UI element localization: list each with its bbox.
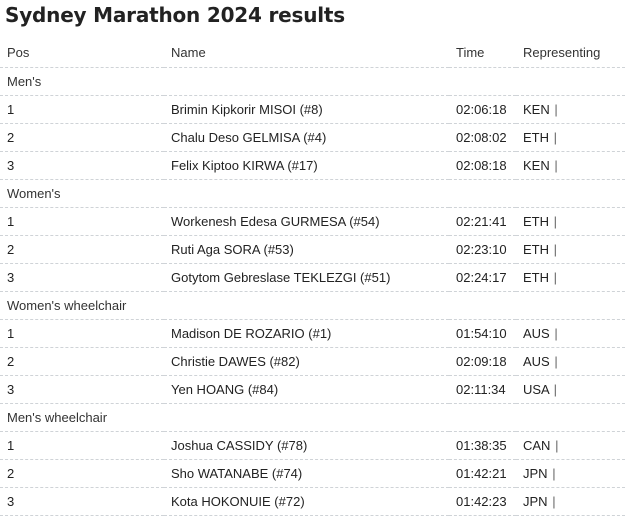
representing-cell: USA | bbox=[516, 375, 625, 404]
pos-cell: 3 bbox=[0, 375, 164, 404]
separator-text: | bbox=[555, 437, 559, 453]
table-row: 2 Chalu Deso GELMISA (#4) 02:08:02 ETH | bbox=[0, 123, 625, 152]
separator-text: | bbox=[553, 129, 558, 145]
time-cell: 02:21:41 bbox=[449, 207, 516, 236]
time-cell: 02:09:18 bbox=[449, 347, 516, 376]
country-code: ETH bbox=[523, 129, 549, 145]
representing-cell: AUS | bbox=[516, 319, 625, 348]
time-cell: 02:06:18 bbox=[449, 95, 516, 124]
section-label: Women's bbox=[0, 179, 625, 208]
pos-cell: 2 bbox=[0, 235, 164, 264]
separator-text: | bbox=[552, 493, 556, 509]
table-row: 3 Kota HOKONUIE (#72) 01:42:23 JPN | bbox=[0, 487, 625, 516]
name-cell: Chalu Deso GELMISA (#4) bbox=[164, 123, 449, 152]
separator-text: | bbox=[553, 381, 558, 397]
time-cell: 02:08:18 bbox=[449, 151, 516, 180]
pos-cell: 2 bbox=[0, 123, 164, 152]
pos-cell: 2 bbox=[0, 459, 164, 488]
name-cell: Joshua CASSIDY (#78) bbox=[164, 431, 449, 460]
country-code: ETH bbox=[523, 241, 549, 257]
table-row: 2 Christie DAWES (#82) 02:09:18 AUS | bbox=[0, 347, 625, 376]
representing-cell: JPN | bbox=[516, 459, 625, 488]
representing-cell: CAN | bbox=[516, 431, 625, 460]
country-code: ETH bbox=[523, 269, 549, 285]
header-row: Pos Name Time Representing bbox=[0, 39, 625, 68]
name-cell: Yen HOANG (#84) bbox=[164, 375, 449, 404]
time-cell: 02:24:17 bbox=[449, 263, 516, 292]
column-header-pos: Pos bbox=[0, 39, 164, 68]
country-code: AUS bbox=[523, 353, 550, 369]
page-title: Sydney Marathon 2024 results bbox=[5, 3, 345, 27]
time-cell: 01:42:21 bbox=[449, 459, 516, 488]
name-cell: Gotytom Gebreslase TEKLEZGI (#51) bbox=[164, 263, 449, 292]
table-row: 1 Brimin Kipkorir MISOI (#8) 02:06:18 KE… bbox=[0, 95, 625, 124]
time-cell: 01:42:23 bbox=[449, 487, 516, 516]
name-cell: Christie DAWES (#82) bbox=[164, 347, 449, 376]
table-row: 2 Sho WATANABE (#74) 01:42:21 JPN | bbox=[0, 459, 625, 488]
column-header-time: Time bbox=[449, 39, 516, 68]
representing-cell: KEN | bbox=[516, 151, 625, 180]
representing-cell: JPN | bbox=[516, 487, 625, 516]
pos-cell: 3 bbox=[0, 151, 164, 180]
country-code: CAN bbox=[523, 437, 551, 453]
table-row: 1 Workenesh Edesa GURMESA (#54) 02:21:41… bbox=[0, 207, 625, 236]
time-cell: 02:23:10 bbox=[449, 235, 516, 264]
separator-text: | bbox=[554, 157, 558, 173]
column-header-representing: Representing bbox=[516, 39, 625, 68]
country-code: JPN bbox=[523, 465, 548, 481]
section-row: Men's wheelchair bbox=[0, 403, 625, 432]
name-cell: Sho WATANABE (#74) bbox=[164, 459, 449, 488]
pos-cell: 1 bbox=[0, 319, 164, 348]
name-cell: Brimin Kipkorir MISOI (#8) bbox=[164, 95, 449, 124]
representing-cell: ETH | bbox=[516, 235, 625, 264]
table-row: 1 Joshua CASSIDY (#78) 01:38:35 CAN | bbox=[0, 431, 625, 460]
representing-cell: ETH | bbox=[516, 207, 625, 236]
representing-cell: AUS | bbox=[516, 347, 625, 376]
country-code: KEN bbox=[523, 157, 550, 173]
time-cell: 02:11:34 bbox=[449, 375, 516, 404]
country-code: JPN bbox=[523, 493, 548, 509]
pos-cell: 3 bbox=[0, 487, 164, 516]
column-header-name: Name bbox=[164, 39, 449, 68]
table-row: 1 Madison DE ROZARIO (#1) 01:54:10 AUS | bbox=[0, 319, 625, 348]
separator-text: | bbox=[554, 353, 558, 369]
representing-cell: ETH | bbox=[516, 123, 625, 152]
table-row: 3 Yen HOANG (#84) 02:11:34 USA | bbox=[0, 375, 625, 404]
country-code: KEN bbox=[523, 101, 550, 117]
separator-text: | bbox=[553, 241, 558, 257]
results-table: Pos Name Time Representing Men's 1 Brimi… bbox=[0, 39, 625, 516]
time-cell: 01:38:35 bbox=[449, 431, 516, 460]
country-code: ETH bbox=[523, 213, 549, 229]
pos-cell: 1 bbox=[0, 207, 164, 236]
table-row: 2 Ruti Aga SORA (#53) 02:23:10 ETH | bbox=[0, 235, 625, 264]
name-cell: Ruti Aga SORA (#53) bbox=[164, 235, 449, 264]
section-row: Women's wheelchair bbox=[0, 291, 625, 320]
separator-text: | bbox=[553, 269, 558, 285]
time-cell: 02:08:02 bbox=[449, 123, 516, 152]
pos-cell: 3 bbox=[0, 263, 164, 292]
separator-text: | bbox=[552, 465, 556, 481]
separator-text: | bbox=[554, 101, 558, 117]
name-cell: Felix Kiptoo KIRWA (#17) bbox=[164, 151, 449, 180]
table-row: 3 Felix Kiptoo KIRWA (#17) 02:08:18 KEN … bbox=[0, 151, 625, 180]
section-row: Men's bbox=[0, 67, 625, 96]
name-cell: Madison DE ROZARIO (#1) bbox=[164, 319, 449, 348]
pos-cell: 1 bbox=[0, 95, 164, 124]
section-label: Men's wheelchair bbox=[0, 403, 625, 432]
separator-text: | bbox=[553, 213, 558, 229]
time-cell: 01:54:10 bbox=[449, 319, 516, 348]
country-code: USA bbox=[523, 381, 550, 397]
country-code: AUS bbox=[523, 325, 550, 341]
pos-cell: 2 bbox=[0, 347, 164, 376]
section-row: Women's bbox=[0, 179, 625, 208]
table-row: 3 Gotytom Gebreslase TEKLEZGI (#51) 02:2… bbox=[0, 263, 625, 292]
pos-cell: 1 bbox=[0, 431, 164, 460]
section-label: Men's bbox=[0, 67, 625, 96]
name-cell: Kota HOKONUIE (#72) bbox=[164, 487, 449, 516]
name-cell: Workenesh Edesa GURMESA (#54) bbox=[164, 207, 449, 236]
representing-cell: KEN | bbox=[516, 95, 625, 124]
section-label: Women's wheelchair bbox=[0, 291, 625, 320]
separator-text: | bbox=[554, 325, 558, 341]
representing-cell: ETH | bbox=[516, 263, 625, 292]
